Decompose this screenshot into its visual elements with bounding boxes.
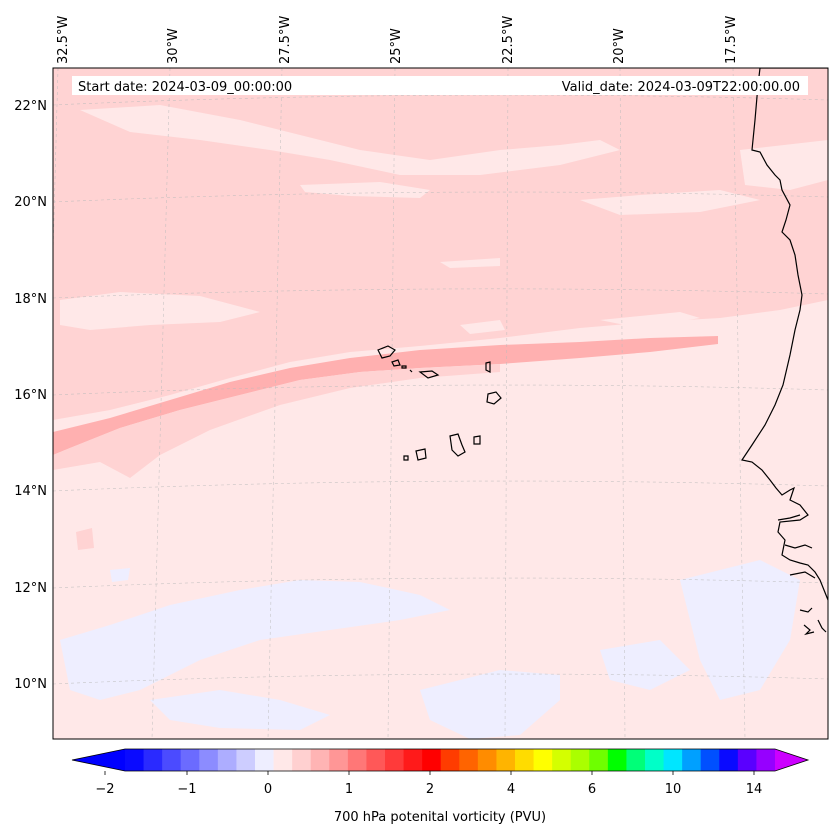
valid-date-label: Valid_date: 2024-03-09T22:00:00.00	[562, 80, 800, 95]
start-date-label: Start date: 2024-03-09_00:00:00	[78, 80, 292, 95]
lon-label: 27.5°W	[278, 16, 293, 64]
pv-contour-north	[53, 68, 828, 420]
pv-negative-patch	[600, 640, 690, 690]
lat-label: 22°N	[14, 99, 47, 114]
colorbar: −2 −1 0 1 2 4 6 10 14 700 hPa potenital vorticit…	[71, 748, 810, 825]
colorbar-tick-label: 2	[426, 782, 434, 797]
lon-label: 25°W	[389, 28, 404, 64]
colorbar-segment	[422, 749, 442, 771]
lon-label: 20°W	[612, 28, 627, 64]
pv-positive-patch	[76, 528, 94, 550]
lon-label: 22.5°W	[501, 16, 516, 64]
colorbar-segment	[626, 749, 646, 771]
lat-label: 16°N	[14, 388, 47, 403]
longitude-labels: 32.5°W 30°W 27.5°W 25°W 22.5°W 20°W 17.5…	[56, 16, 739, 64]
colorbar-segment	[533, 749, 553, 771]
lat-label: 12°N	[14, 581, 47, 596]
pv-contour-band	[53, 364, 500, 478]
colorbar-segment	[607, 749, 627, 771]
colorbar-tick-label: 0	[264, 782, 272, 797]
coastline-detail	[777, 514, 816, 579]
colorbar-segment	[663, 749, 683, 771]
pv-light-patch	[80, 105, 620, 175]
colorbar-segment	[273, 749, 293, 771]
cape-verde-islands	[377, 345, 502, 461]
african-coastline	[741, 68, 828, 601]
colorbar-segment	[756, 749, 776, 771]
colorbar-title: 700 hPa potenital vorticity (PVU)	[334, 810, 546, 825]
colorbar-segment	[459, 749, 479, 771]
pv-contour-band	[53, 336, 718, 455]
colorbar-segment	[125, 749, 145, 771]
colorbar-segment	[403, 749, 423, 771]
colorbar-tick-label: −1	[177, 782, 196, 797]
colorbar-segment	[570, 749, 590, 771]
colorbar-tick-label: 4	[507, 782, 515, 797]
lat-label: 20°N	[14, 195, 47, 210]
colorbar-ticks: −2 −1 0 1 2 4 6 10 14	[95, 771, 762, 797]
colorbar-segment	[682, 749, 702, 771]
pv-negative-patch	[60, 580, 450, 700]
colorbar-segment	[292, 749, 312, 771]
colorbar-tick-label: −2	[95, 782, 114, 797]
pv-light-patch	[440, 258, 500, 268]
latitude-labels: 22°N 20°N 18°N 16°N 14°N 12°N 10°N	[14, 99, 47, 692]
colorbar-tick-label: 10	[665, 782, 682, 797]
colorbar-segment	[180, 749, 200, 771]
map-panel	[53, 68, 828, 739]
colorbar-tick-label: 14	[746, 782, 763, 797]
colorbar-segment	[143, 749, 163, 771]
colorbar-segment	[496, 749, 516, 771]
map-border	[52, 67, 829, 740]
pv-light-patch	[460, 320, 505, 334]
pv-negative-patch	[420, 670, 560, 739]
colorbar-segment	[199, 749, 219, 771]
colorbar-segment	[162, 749, 182, 771]
colorbar-segment	[552, 749, 572, 771]
coastline-detail	[799, 607, 827, 636]
colorbar-segment	[385, 749, 405, 771]
colorbar-segment	[515, 749, 535, 771]
pv-negative-patch	[680, 560, 800, 700]
colorbar-outline	[71, 748, 810, 772]
pv-light-patch	[580, 190, 760, 215]
colorbar-under-arrow	[72, 749, 125, 771]
colorbar-tick-label: 1	[345, 782, 353, 797]
start-date-box	[72, 76, 808, 95]
lat-label: 10°N	[14, 677, 47, 692]
pv-light-patch	[300, 182, 430, 198]
colorbar-segment	[347, 749, 367, 771]
colorbar-segment	[477, 749, 497, 771]
colorbar-segment	[255, 749, 275, 771]
pv-light-patch	[600, 312, 700, 328]
lat-label: 14°N	[14, 484, 47, 499]
colorbar-segment	[737, 749, 757, 771]
colorbar-segment	[329, 749, 349, 771]
colorbar-tick-label: 6	[588, 782, 596, 797]
colorbar-segment	[589, 749, 609, 771]
colorbar-segment	[310, 749, 330, 771]
colorbar-segment	[440, 749, 460, 771]
lon-label: 17.5°W	[724, 16, 739, 64]
colorbar-segments	[125, 749, 776, 771]
colorbar-segment	[236, 749, 256, 771]
colorbar-over-arrow	[775, 749, 808, 771]
colorbar-segment	[217, 749, 237, 771]
colorbar-segment	[719, 749, 739, 771]
lon-label: 30°W	[166, 28, 181, 64]
pv-negative-patch	[150, 690, 330, 730]
pv-negative-patch	[110, 568, 130, 582]
colorbar-segment	[366, 749, 386, 771]
lat-label: 18°N	[14, 292, 47, 307]
colorbar-segment	[700, 749, 720, 771]
lon-label: 32.5°W	[56, 16, 71, 64]
pv-light-patch	[740, 140, 828, 190]
colorbar-segment	[645, 749, 665, 771]
pv-light-patch	[60, 292, 260, 330]
graticule	[53, 68, 828, 739]
